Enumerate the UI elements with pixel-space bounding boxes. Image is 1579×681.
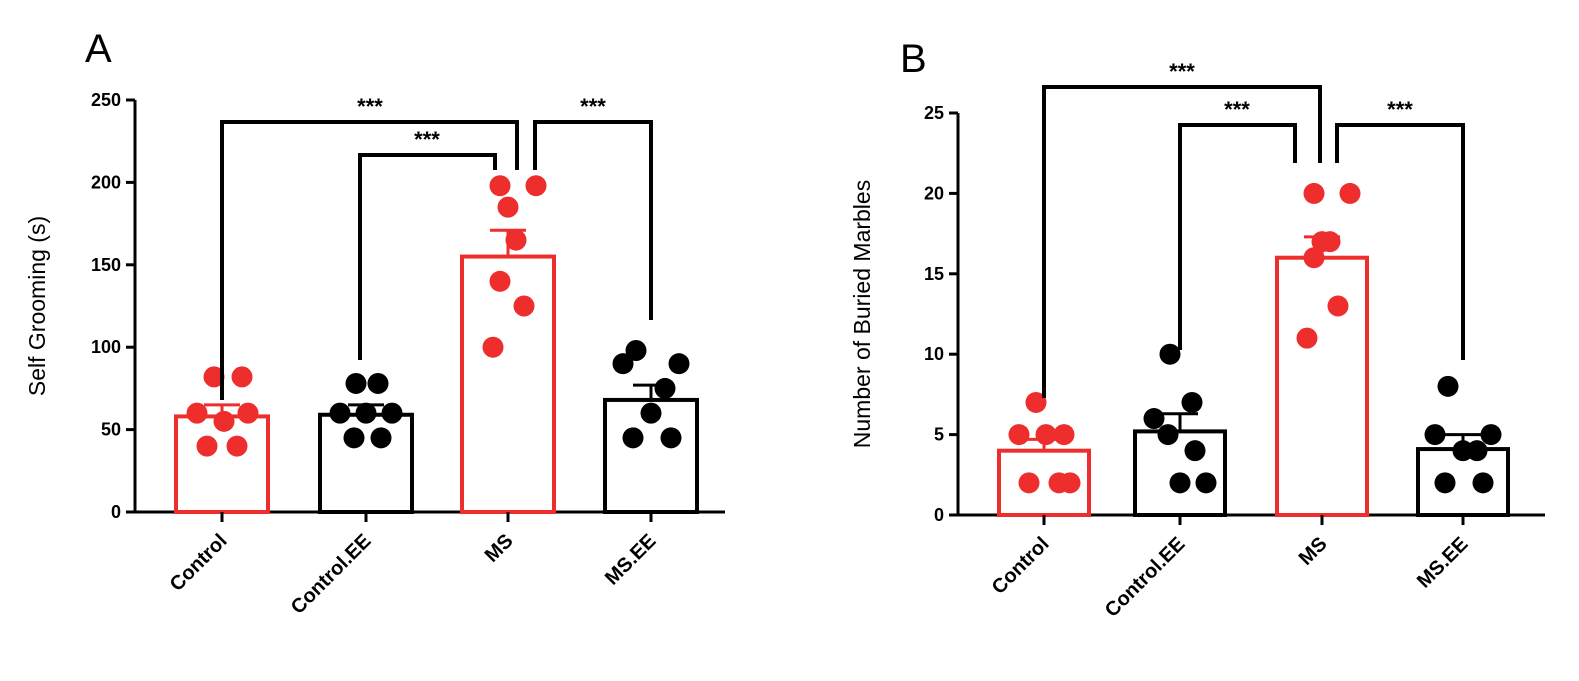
significance-bracket bbox=[358, 153, 497, 360]
data-point bbox=[1018, 472, 1040, 494]
significance-label: *** bbox=[1224, 97, 1250, 122]
x-tick-label: Control bbox=[166, 530, 232, 596]
data-point bbox=[1157, 424, 1179, 446]
data-point bbox=[482, 336, 504, 358]
y-tick-label: 15 bbox=[924, 264, 944, 284]
data-point bbox=[622, 427, 644, 449]
data-point bbox=[237, 402, 259, 424]
data-point bbox=[489, 175, 511, 197]
data-point bbox=[381, 402, 403, 424]
data-point bbox=[1181, 391, 1203, 413]
data-point bbox=[343, 427, 365, 449]
data-point bbox=[1303, 247, 1325, 269]
significance-label: *** bbox=[1169, 59, 1195, 84]
x-tick-label: MS bbox=[1295, 533, 1332, 570]
data-point bbox=[1159, 343, 1181, 365]
x-tick-label: MS bbox=[481, 530, 518, 567]
data-point bbox=[231, 366, 253, 388]
data-point bbox=[186, 402, 208, 424]
data-point bbox=[1195, 472, 1217, 494]
data-point bbox=[654, 377, 676, 399]
data-point bbox=[505, 229, 527, 251]
panel-letter: B bbox=[900, 37, 927, 81]
data-point bbox=[1437, 375, 1459, 397]
data-point bbox=[1472, 472, 1494, 494]
data-point bbox=[1059, 472, 1081, 494]
data-point bbox=[1424, 424, 1446, 446]
data-point bbox=[345, 372, 367, 394]
data-point bbox=[1327, 295, 1349, 317]
bar-ms bbox=[460, 254, 556, 514]
significance-label: *** bbox=[357, 94, 383, 119]
data-point bbox=[1143, 408, 1165, 430]
x-tick-label: Control.EE bbox=[1101, 533, 1190, 622]
data-point bbox=[668, 353, 690, 375]
data-point bbox=[355, 402, 377, 424]
data-point bbox=[1035, 424, 1057, 446]
y-axis-label: Number of Buried Marbles bbox=[849, 180, 875, 448]
panel-letter: A bbox=[85, 27, 112, 71]
y-tick-label: 25 bbox=[924, 103, 944, 123]
data-point bbox=[1452, 440, 1474, 462]
significance-bracket bbox=[1042, 85, 1322, 398]
panel-a: A Self Grooming (s) 0 50 100 150 200 250 Control… bbox=[24, 27, 725, 619]
significance-bracket bbox=[220, 120, 519, 400]
y-tick-label: 0 bbox=[111, 502, 121, 522]
x-tick-label: MS.EE bbox=[601, 530, 661, 590]
data-point bbox=[513, 295, 535, 317]
data-point bbox=[1339, 182, 1361, 204]
x-tick-label: Control bbox=[988, 533, 1054, 599]
data-point bbox=[1303, 182, 1325, 204]
data-point bbox=[525, 175, 547, 197]
data-point bbox=[1025, 391, 1047, 413]
data-point bbox=[1434, 472, 1456, 494]
x-tick-label: MS.EE bbox=[1413, 533, 1473, 593]
data-point bbox=[203, 366, 225, 388]
y-tick-label: 20 bbox=[924, 183, 944, 203]
y-tick-label: 150 bbox=[91, 255, 121, 275]
data-point bbox=[640, 402, 662, 424]
data-point bbox=[497, 196, 519, 218]
bar-ms bbox=[1275, 255, 1369, 517]
data-point bbox=[1319, 231, 1341, 253]
significance-bracket bbox=[1178, 123, 1297, 350]
data-point bbox=[367, 372, 389, 394]
data-point bbox=[1480, 424, 1502, 446]
significance-bracket bbox=[533, 120, 653, 320]
data-point bbox=[370, 427, 392, 449]
significance-label: *** bbox=[414, 127, 440, 152]
y-tick-label: 250 bbox=[91, 90, 121, 110]
data-point bbox=[1184, 440, 1206, 462]
x-tick-label: Control.EE bbox=[287, 530, 376, 619]
y-tick-label: 50 bbox=[101, 420, 121, 440]
y-tick-label: 200 bbox=[91, 172, 121, 192]
bar-control-ee bbox=[318, 412, 414, 515]
data-point bbox=[1296, 327, 1318, 349]
data-point bbox=[329, 402, 351, 424]
significance-label: *** bbox=[1387, 97, 1413, 122]
y-tick-label: 10 bbox=[924, 344, 944, 364]
significance-bracket bbox=[1335, 123, 1465, 360]
data-point bbox=[1053, 424, 1075, 446]
y-tick-label: 100 bbox=[91, 337, 121, 357]
data-point bbox=[1008, 424, 1030, 446]
data-point bbox=[625, 339, 647, 361]
y-axis-label: Self Grooming (s) bbox=[24, 216, 50, 396]
significance-label: *** bbox=[580, 94, 606, 119]
y-tick-label: 5 bbox=[934, 425, 944, 445]
y-tick-label: 0 bbox=[934, 505, 944, 525]
data-point bbox=[213, 410, 235, 432]
data-point bbox=[1169, 472, 1191, 494]
data-point bbox=[489, 270, 511, 292]
data-point bbox=[660, 427, 682, 449]
panel-b: B Number of Buried Marbles 0 5 10 15 20 25 Contr… bbox=[849, 37, 1545, 622]
data-point bbox=[196, 435, 218, 457]
data-point bbox=[226, 435, 248, 457]
data-point bbox=[612, 353, 634, 375]
